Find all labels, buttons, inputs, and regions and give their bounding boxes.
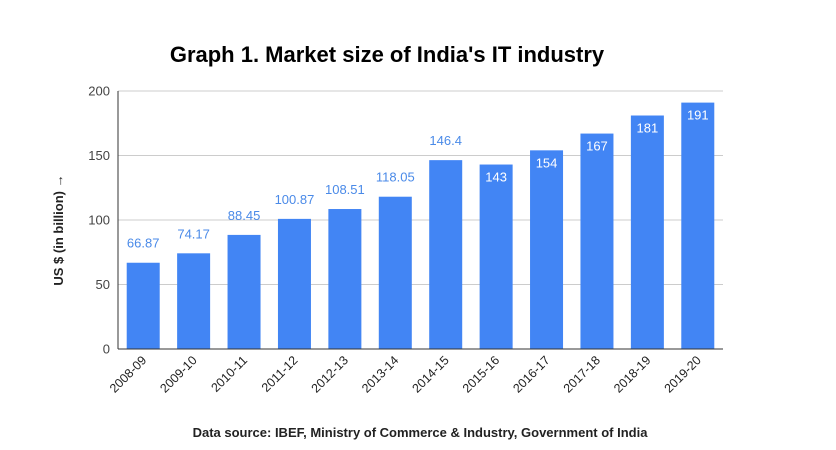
y-tick-label: 150 (88, 148, 110, 163)
data-label: 118.05 (376, 170, 415, 185)
bar-2012-13 (328, 209, 362, 349)
x-tick-label: 2017-18 (561, 353, 603, 395)
x-tick-label: 2009-10 (157, 353, 199, 395)
data-label: 167 (586, 139, 608, 154)
x-axis-ticks: 2008-09 2009-10 2010-11 2011-12 2012-13 2013-… (107, 353, 704, 395)
data-labels: 66.87 74.17 88.45 100.87 108.51 118.05 146.4 14… (127, 108, 709, 251)
x-tick-label: 2013-14 (359, 353, 401, 395)
bar-2013-14 (378, 196, 412, 349)
bar-2018-19 (630, 115, 664, 349)
bar-2019-20 (681, 102, 715, 349)
bars (126, 102, 715, 349)
bar-2016-17 (530, 150, 564, 349)
data-label: 108.51 (325, 182, 365, 197)
y-tick-label: 200 (88, 84, 110, 99)
data-label: 146.4 (429, 133, 462, 148)
data-label: 74.17 (177, 226, 210, 241)
x-tick-label: 2010-11 (208, 353, 250, 395)
bar-2009-10 (177, 253, 211, 349)
y-tick-label: 0 (103, 342, 110, 357)
y-axis-ticks: 0 50 100 150 200 (88, 84, 110, 357)
x-tick-label: 2016-17 (510, 353, 552, 395)
data-label: 191 (687, 108, 709, 123)
x-tick-label: 2014-15 (409, 353, 451, 395)
data-source-note: Data source: IBEF, Ministry of Commerce … (193, 425, 649, 440)
data-label: 66.87 (127, 236, 160, 251)
data-label: 181 (637, 121, 659, 136)
grid-lines (118, 90, 723, 285)
y-axis-label: US $ (in billion) → (51, 174, 66, 285)
data-label: 154 (536, 155, 558, 170)
y-tick-label: 100 (88, 213, 110, 228)
y-tick-label: 50 (96, 277, 110, 292)
x-tick-label: 2012-13 (309, 353, 351, 395)
bar-2011-12 (277, 218, 311, 349)
x-tick-label: 2019-20 (662, 353, 704, 395)
chart-title: Graph 1. Market size of India's IT indus… (170, 42, 605, 67)
x-tick-label: 2015-16 (460, 353, 502, 395)
data-label: 100.87 (275, 192, 315, 207)
x-tick-label: 2018-19 (611, 353, 653, 395)
bar-2008-09 (126, 262, 160, 349)
data-label: 143 (485, 170, 507, 185)
x-tick-label: 2008-09 (107, 353, 149, 395)
bar-2017-18 (580, 133, 614, 349)
bar-2014-15 (429, 160, 463, 349)
bar-2010-11 (227, 234, 261, 349)
data-label: 88.45 (228, 208, 261, 223)
x-tick-label: 2011-12 (259, 353, 301, 395)
bar-2015-16 (479, 164, 513, 349)
